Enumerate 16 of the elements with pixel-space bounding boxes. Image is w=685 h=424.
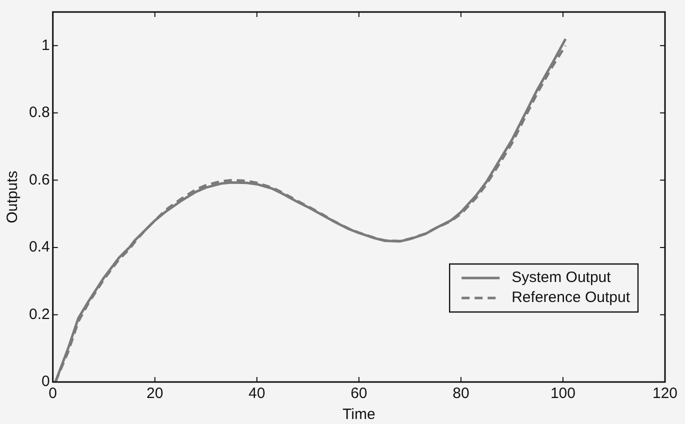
x-tick-label: 60	[350, 385, 368, 402]
y-tick-label: 0	[42, 373, 50, 390]
legend-label: Reference Output	[512, 289, 631, 306]
y-axis-title: Outputs	[4, 170, 22, 224]
y-tick-label: 0.4	[28, 238, 50, 256]
x-axis-title: Time	[342, 406, 376, 424]
x-tick-label: 120	[652, 385, 678, 402]
y-tick-label: 0.2	[28, 306, 50, 323]
x-tick-label: 100	[550, 385, 576, 402]
x-tick-label: 40	[248, 385, 266, 402]
x-tick-label: 80	[452, 385, 470, 402]
legend-label: System Output	[512, 269, 612, 286]
y-tick-label: 0.6	[28, 171, 50, 188]
y-tick-label: 1	[42, 36, 50, 54]
x-tick-label: 20	[146, 385, 164, 402]
y-tick-label: 0.8	[28, 104, 50, 122]
